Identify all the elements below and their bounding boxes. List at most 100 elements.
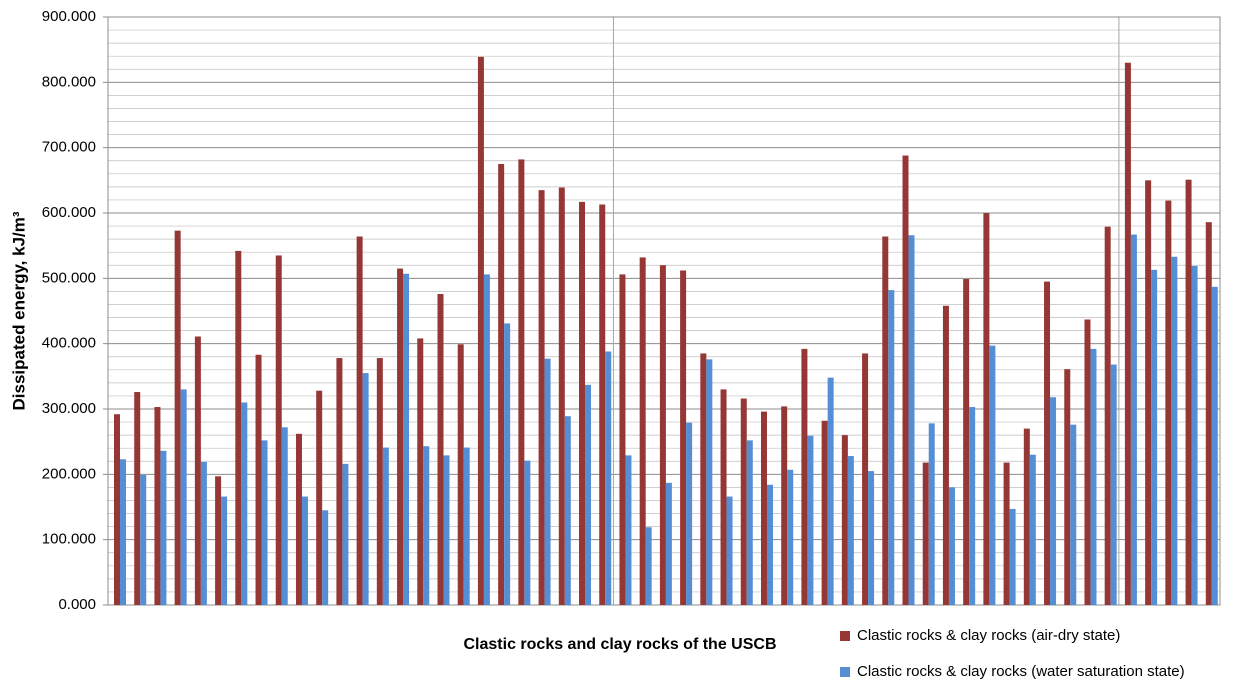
- bar: [336, 358, 343, 605]
- bar: [221, 496, 228, 605]
- bar: [215, 476, 222, 605]
- bar: [665, 482, 672, 605]
- bar: [740, 398, 747, 605]
- bar: [261, 440, 268, 605]
- bar: [619, 274, 626, 605]
- bar: [868, 471, 875, 605]
- y-tick-label: 800.000: [42, 73, 96, 90]
- bar: [1191, 265, 1198, 605]
- bar: [605, 351, 612, 605]
- bar: [639, 257, 646, 605]
- bar: [518, 159, 525, 605]
- bar: [801, 348, 808, 605]
- bar: [888, 290, 895, 605]
- bar: [787, 469, 794, 605]
- bar: [316, 390, 323, 605]
- bar: [781, 406, 788, 605]
- bar: [1044, 281, 1051, 605]
- y-tick-label: 200.000: [42, 465, 96, 482]
- bar: [255, 354, 262, 605]
- bar: [706, 359, 713, 605]
- bar: [403, 273, 410, 605]
- bar: [700, 353, 707, 605]
- bar: [908, 235, 915, 606]
- bar: [922, 462, 929, 605]
- bar: [281, 427, 288, 605]
- bar: [680, 270, 687, 605]
- bar: [1211, 286, 1218, 605]
- bar: [160, 450, 167, 605]
- bar: [1064, 369, 1071, 605]
- bar: [382, 447, 389, 605]
- bar: [417, 338, 424, 605]
- bar: [841, 435, 848, 605]
- bar: [241, 402, 248, 605]
- bar: [1110, 364, 1117, 605]
- bar: [983, 213, 990, 605]
- bar: [544, 358, 551, 605]
- bar: [807, 435, 814, 605]
- bar: [443, 455, 450, 605]
- bar: [322, 510, 329, 605]
- bar: [200, 461, 207, 605]
- bar: [1171, 256, 1178, 605]
- bar: [1151, 269, 1158, 605]
- bar: [1124, 62, 1131, 605]
- bar: [524, 460, 531, 605]
- bar: [862, 353, 869, 605]
- bar: [1130, 234, 1137, 605]
- bar: [342, 463, 349, 605]
- y-tick-label: 0.000: [58, 596, 96, 613]
- bar: [376, 358, 383, 605]
- bar: [463, 447, 470, 605]
- bar: [174, 230, 181, 605]
- bar: [963, 278, 970, 605]
- bar: [423, 446, 430, 605]
- bar: [235, 250, 242, 606]
- bar: [457, 344, 464, 605]
- bar: [498, 164, 505, 605]
- bar: [766, 484, 773, 605]
- bar: [1165, 200, 1172, 605]
- bar: [483, 274, 490, 605]
- bar: [599, 204, 606, 606]
- bar: [969, 407, 976, 605]
- bar: [275, 255, 282, 605]
- bar: [1185, 179, 1192, 605]
- bar: [301, 496, 308, 605]
- legend-label: Clastic rocks & clay rocks (water satura…: [857, 663, 1185, 680]
- bar: [659, 265, 666, 605]
- bar: [1050, 397, 1057, 605]
- bar: [1145, 180, 1152, 606]
- bar: [1070, 424, 1077, 605]
- bar: [180, 389, 187, 605]
- legend-label: Clastic rocks & clay rocks (air-dry stat…: [857, 627, 1120, 644]
- y-tick-label: 900.000: [42, 8, 96, 25]
- bar: [585, 384, 592, 605]
- bar: [686, 422, 693, 605]
- bar: [1084, 319, 1091, 605]
- bar: [437, 294, 444, 605]
- y-tick-label: 100.000: [42, 531, 96, 548]
- bar: [827, 377, 834, 605]
- bar: [504, 323, 511, 605]
- x-axis-label: Clastic rocks and clay rocks of the USCB: [464, 636, 777, 653]
- bar: [902, 155, 909, 606]
- bar: [746, 440, 753, 605]
- bar: [194, 336, 201, 605]
- bar: [942, 305, 949, 605]
- bar: [882, 236, 889, 605]
- bar: [362, 373, 369, 605]
- bar: [134, 392, 141, 605]
- legend-swatch: [840, 667, 850, 677]
- bar: [114, 414, 120, 605]
- bar: [948, 487, 955, 605]
- legend-swatch: [840, 631, 850, 641]
- bar: [397, 268, 404, 605]
- bar: [1205, 222, 1212, 605]
- bar: [1023, 428, 1030, 605]
- bar: [564, 416, 571, 605]
- y-axis-label: Dissipated energy, kJ/m³: [9, 211, 28, 410]
- bar: [154, 407, 161, 605]
